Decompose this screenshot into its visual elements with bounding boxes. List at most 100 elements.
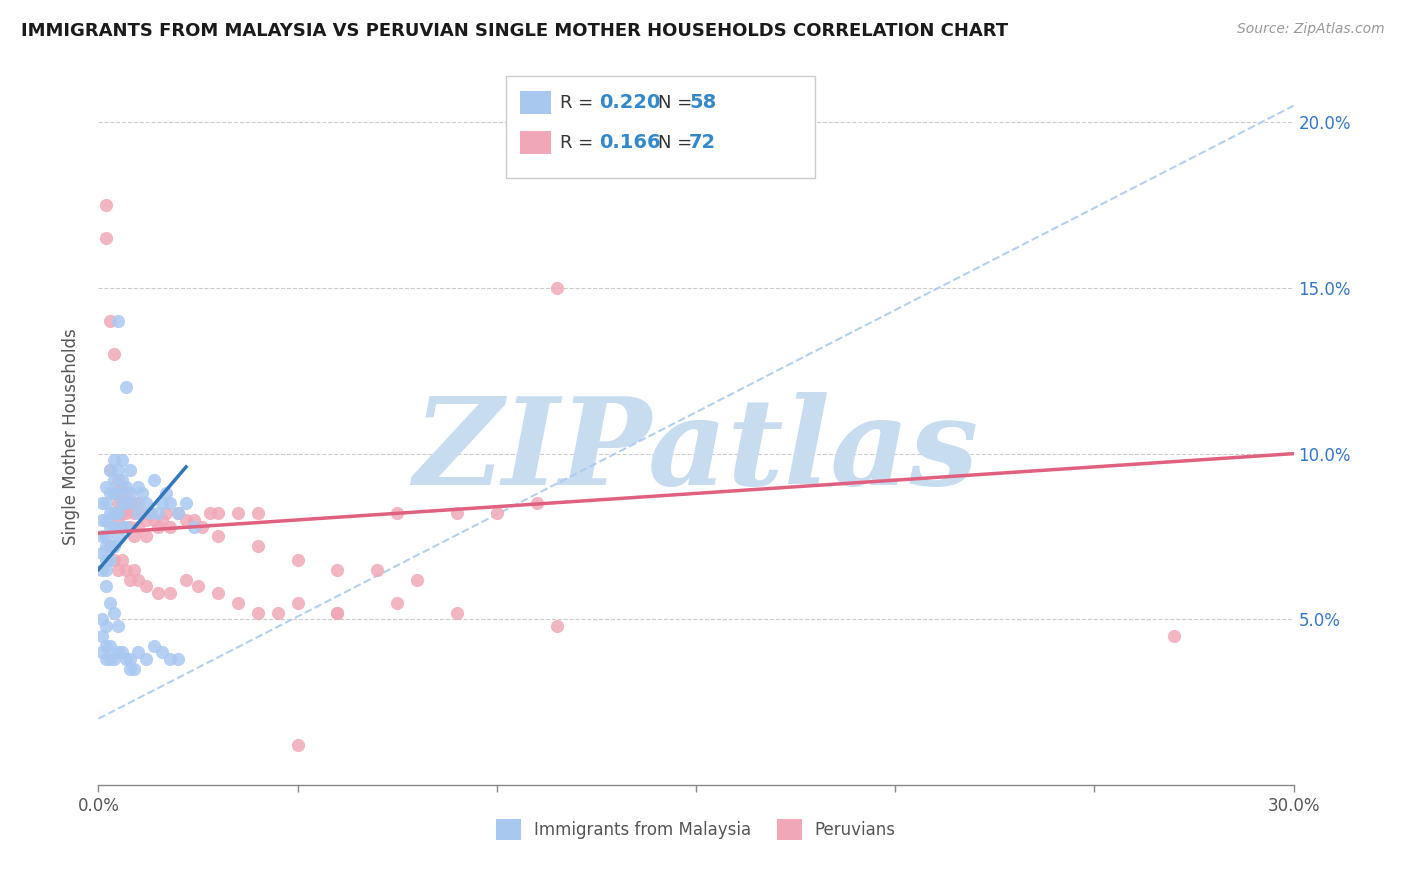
Point (139, 506, 162, 520)
Point (111, 473, 134, 487)
Point (143, 473, 166, 487)
Point (120, 662, 142, 676)
Point (207, 529, 229, 543)
Point (143, 639, 166, 653)
Point (207, 506, 229, 520)
Point (115, 486, 138, 500)
Point (98, 552, 122, 566)
Point (96, 496, 118, 510)
Point (96, 563, 118, 577)
Point (103, 473, 125, 487)
Point (111, 506, 134, 520)
Point (131, 486, 153, 500)
Point (96, 198, 118, 212)
Point (1163, 629, 1185, 643)
Point (155, 506, 177, 520)
Point (96, 639, 118, 653)
Point (107, 563, 129, 577)
Point (287, 552, 309, 566)
Point (98, 519, 122, 533)
Point (107, 473, 129, 487)
Y-axis label: Single Mother Households: Single Mother Households (62, 329, 80, 545)
Point (167, 506, 190, 520)
Point (120, 519, 142, 533)
Point (124, 529, 146, 543)
Text: R =: R = (560, 134, 599, 152)
Point (91, 629, 114, 643)
Point (246, 540, 269, 554)
Point (150, 645, 173, 659)
Text: N =: N = (658, 94, 697, 112)
Point (287, 596, 309, 610)
Point (120, 652, 142, 666)
Point (91, 612, 114, 626)
Point (107, 529, 129, 543)
Point (107, 463, 129, 477)
Point (191, 519, 214, 533)
Point (98, 314, 122, 328)
Point (111, 645, 134, 659)
Point (96, 480, 118, 494)
Point (103, 347, 125, 361)
Text: 72: 72 (689, 133, 716, 153)
Point (96, 619, 118, 633)
Point (167, 506, 190, 520)
Point (385, 596, 409, 610)
Text: N =: N = (658, 134, 697, 152)
Text: R =: R = (560, 94, 599, 112)
Point (115, 480, 138, 494)
Point (226, 506, 249, 520)
Point (127, 480, 149, 494)
Point (385, 506, 409, 520)
Point (103, 606, 125, 620)
Point (246, 506, 269, 520)
Point (96, 579, 118, 593)
Point (120, 496, 142, 510)
Point (98, 652, 122, 666)
Point (111, 519, 134, 533)
Point (103, 486, 125, 500)
Point (326, 606, 349, 620)
Point (135, 529, 157, 543)
Point (111, 480, 134, 494)
Point (111, 552, 134, 566)
Point (91, 563, 114, 577)
Point (127, 519, 149, 533)
Point (183, 519, 205, 533)
Point (98, 540, 122, 554)
Point (107, 314, 129, 328)
Point (120, 573, 142, 587)
Point (91, 496, 114, 510)
Point (174, 573, 197, 587)
Point (96, 231, 118, 245)
Point (366, 563, 388, 577)
Point (107, 496, 129, 510)
Point (135, 496, 157, 510)
Point (287, 738, 309, 752)
Point (139, 506, 162, 520)
Text: ZIPatlas: ZIPatlas (413, 392, 979, 510)
Point (135, 513, 157, 527)
Point (111, 453, 134, 467)
Point (135, 579, 157, 593)
Point (96, 529, 118, 543)
Point (107, 513, 129, 527)
Point (406, 573, 429, 587)
Point (103, 506, 125, 520)
Point (159, 519, 181, 533)
Point (111, 496, 134, 510)
Point (115, 380, 138, 394)
Point (107, 486, 129, 500)
Point (96, 552, 118, 566)
Point (485, 506, 508, 520)
Point (103, 519, 125, 533)
Point (131, 506, 153, 520)
Point (446, 506, 468, 520)
Point (167, 652, 190, 666)
Point (127, 496, 149, 510)
Point (96, 540, 118, 554)
Text: 0.220: 0.220 (599, 93, 661, 112)
Point (546, 281, 568, 295)
Point (98, 506, 122, 520)
Point (159, 652, 181, 666)
